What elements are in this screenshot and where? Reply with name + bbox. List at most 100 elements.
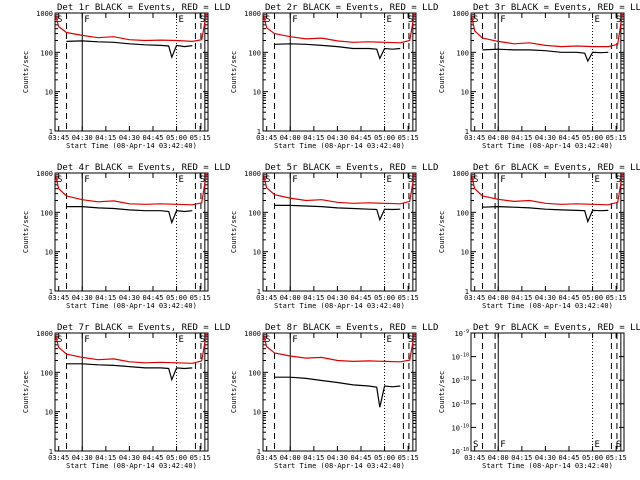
marker-label-s: S <box>616 440 621 450</box>
plot-frame <box>262 12 417 132</box>
lld-series-line <box>54 332 207 364</box>
y-tick-label: 10 <box>461 89 469 97</box>
marker-label-e: E <box>595 15 600 25</box>
y-axis-label: Counts/sec <box>230 211 238 253</box>
y-tick-label: 10-10 <box>452 353 469 362</box>
y-axis-label: Counts/sec <box>22 211 30 253</box>
marker-label-s: S <box>616 15 621 25</box>
x-tick-label: 05:00 <box>582 134 603 142</box>
x-tick-label: 04:15 <box>95 294 116 302</box>
x-tick-label: 04:30 <box>327 454 348 462</box>
y-tick-label: 100 <box>248 209 261 217</box>
marker-label-s: S <box>57 175 62 185</box>
lld-series-line <box>470 12 623 48</box>
panel-title: Det 5r BLACK = Events, RED = LLD <box>265 163 438 173</box>
marker-label-s: S <box>616 175 621 185</box>
x-tick-label: 04:30 <box>535 134 556 142</box>
x-tick-label: 03:45 <box>48 134 69 142</box>
marker-label-s: S <box>473 440 478 450</box>
plot-frame <box>470 172 625 292</box>
y-axis-label: Counts/sec <box>438 371 446 413</box>
y-tick-label: 10 <box>45 409 53 417</box>
marker-label-s: S <box>265 175 270 185</box>
x-tick-label: 05:00 <box>374 454 395 462</box>
panel-title: Det 2r BLACK = Events, RED = LLD <box>265 3 438 13</box>
panel-title: Det 3r BLACK = Events, RED = LLD <box>473 3 640 13</box>
x-axis-label: Start Time (08-Apr-14 03:42:40) <box>66 302 197 310</box>
plot-frame <box>262 332 417 452</box>
x-axis-label: Start Time (08-Apr-14 03:42:40) <box>482 142 613 150</box>
x-tick-label: 04:30 <box>327 134 348 142</box>
marker-label-f: F <box>84 15 89 25</box>
x-tick-label: 03:45 <box>256 294 277 302</box>
x-tick-label: 04:15 <box>511 134 532 142</box>
x-tick-label: 05:15 <box>606 294 627 302</box>
marker-label-s: S <box>200 175 205 185</box>
marker-label-s: S <box>265 15 270 25</box>
marker-label-f: F <box>84 335 89 345</box>
y-tick-label: 10-10 <box>452 423 469 432</box>
x-tick-label: 05:15 <box>190 294 211 302</box>
detector-panel-9: Det 9r BLACK = Events, RED = LLD 10-10 10-… <box>438 323 640 470</box>
x-tick-label: 04:30 <box>535 294 556 302</box>
marker-label-e: E <box>179 175 184 185</box>
y-tick-label: 10 <box>461 249 469 257</box>
marker-label-s: S <box>200 335 205 345</box>
panel-title: Det 4r BLACK = Events, RED = LLD <box>57 163 230 173</box>
y-axis-label: Counts/sec <box>438 211 446 253</box>
y-tick-label: 10-10 <box>452 376 469 385</box>
marker-label-f: F <box>500 15 505 25</box>
marker-label-e: E <box>387 335 392 345</box>
plot-frame <box>54 172 209 292</box>
events-series-line <box>66 363 193 382</box>
events-series-line <box>482 205 609 224</box>
marker-label-s: S <box>473 175 478 185</box>
y-tick-label: 1 <box>257 448 261 456</box>
marker-label-s: S <box>473 15 478 25</box>
detector-panel-2: Det 2r BLACK = Events, RED = LLD 1 10 100 10… <box>230 3 438 150</box>
marker-label-f: F <box>292 335 297 345</box>
marker-label-e: E <box>387 175 392 185</box>
plot-frame <box>262 172 417 292</box>
x-tick-label: 04:45 <box>142 454 163 462</box>
x-tick-label: 05:00 <box>374 134 395 142</box>
marker-label-e: E <box>179 15 184 25</box>
x-tick-label: 05:00 <box>374 294 395 302</box>
x-tick-label: 04:45 <box>558 454 579 462</box>
y-tick-label: 100 <box>248 49 261 57</box>
y-tick-label: 1000 <box>244 170 261 178</box>
panel-title: Det 8r BLACK = Events, RED = LLD <box>265 323 438 333</box>
events-series-line <box>274 204 401 222</box>
panel-title: Det 1r BLACK = Events, RED = LLD <box>57 3 230 13</box>
panel-title: Det 6r BLACK = Events, RED = LLD <box>473 163 640 173</box>
x-axis-label: Start Time (08-Apr-14 03:42:40) <box>482 302 613 310</box>
marker-label-s: S <box>408 175 413 185</box>
marker-label-e: E <box>387 15 392 25</box>
marker-label-e: E <box>179 335 184 345</box>
y-tick-label: 1 <box>465 288 469 296</box>
x-axis-label: Start Time (08-Apr-14 03:42:40) <box>274 302 405 310</box>
y-tick-label: 10 <box>253 89 261 97</box>
x-tick-label: 04:15 <box>511 294 532 302</box>
y-tick-label: 1 <box>49 448 53 456</box>
marker-label-e: E <box>595 440 600 450</box>
marker-label-s: S <box>265 335 270 345</box>
x-tick-label: 04:45 <box>350 294 371 302</box>
x-tick-label: 04:00 <box>488 134 509 142</box>
x-tick-label: 04:30 <box>119 294 140 302</box>
y-tick-label: 1000 <box>244 10 261 18</box>
y-tick-label: 1000 <box>452 10 469 18</box>
marker-label-s: S <box>200 15 205 25</box>
plot-frame <box>54 12 209 132</box>
y-tick-label: 10 <box>253 249 261 257</box>
x-tick-label: 05:00 <box>582 454 603 462</box>
lld-series-line <box>262 332 415 363</box>
detector-panel-5: Det 5r BLACK = Events, RED = LLD 1 10 100 10… <box>230 163 438 310</box>
y-tick-label: 100 <box>40 49 53 57</box>
x-tick-label: 04:30 <box>327 294 348 302</box>
plot-frame <box>470 332 625 452</box>
x-tick-label: 04:15 <box>303 454 324 462</box>
y-tick-label: 10-10 <box>452 447 469 456</box>
panel-title: Det 7r BLACK = Events, RED = LLD <box>57 323 230 333</box>
